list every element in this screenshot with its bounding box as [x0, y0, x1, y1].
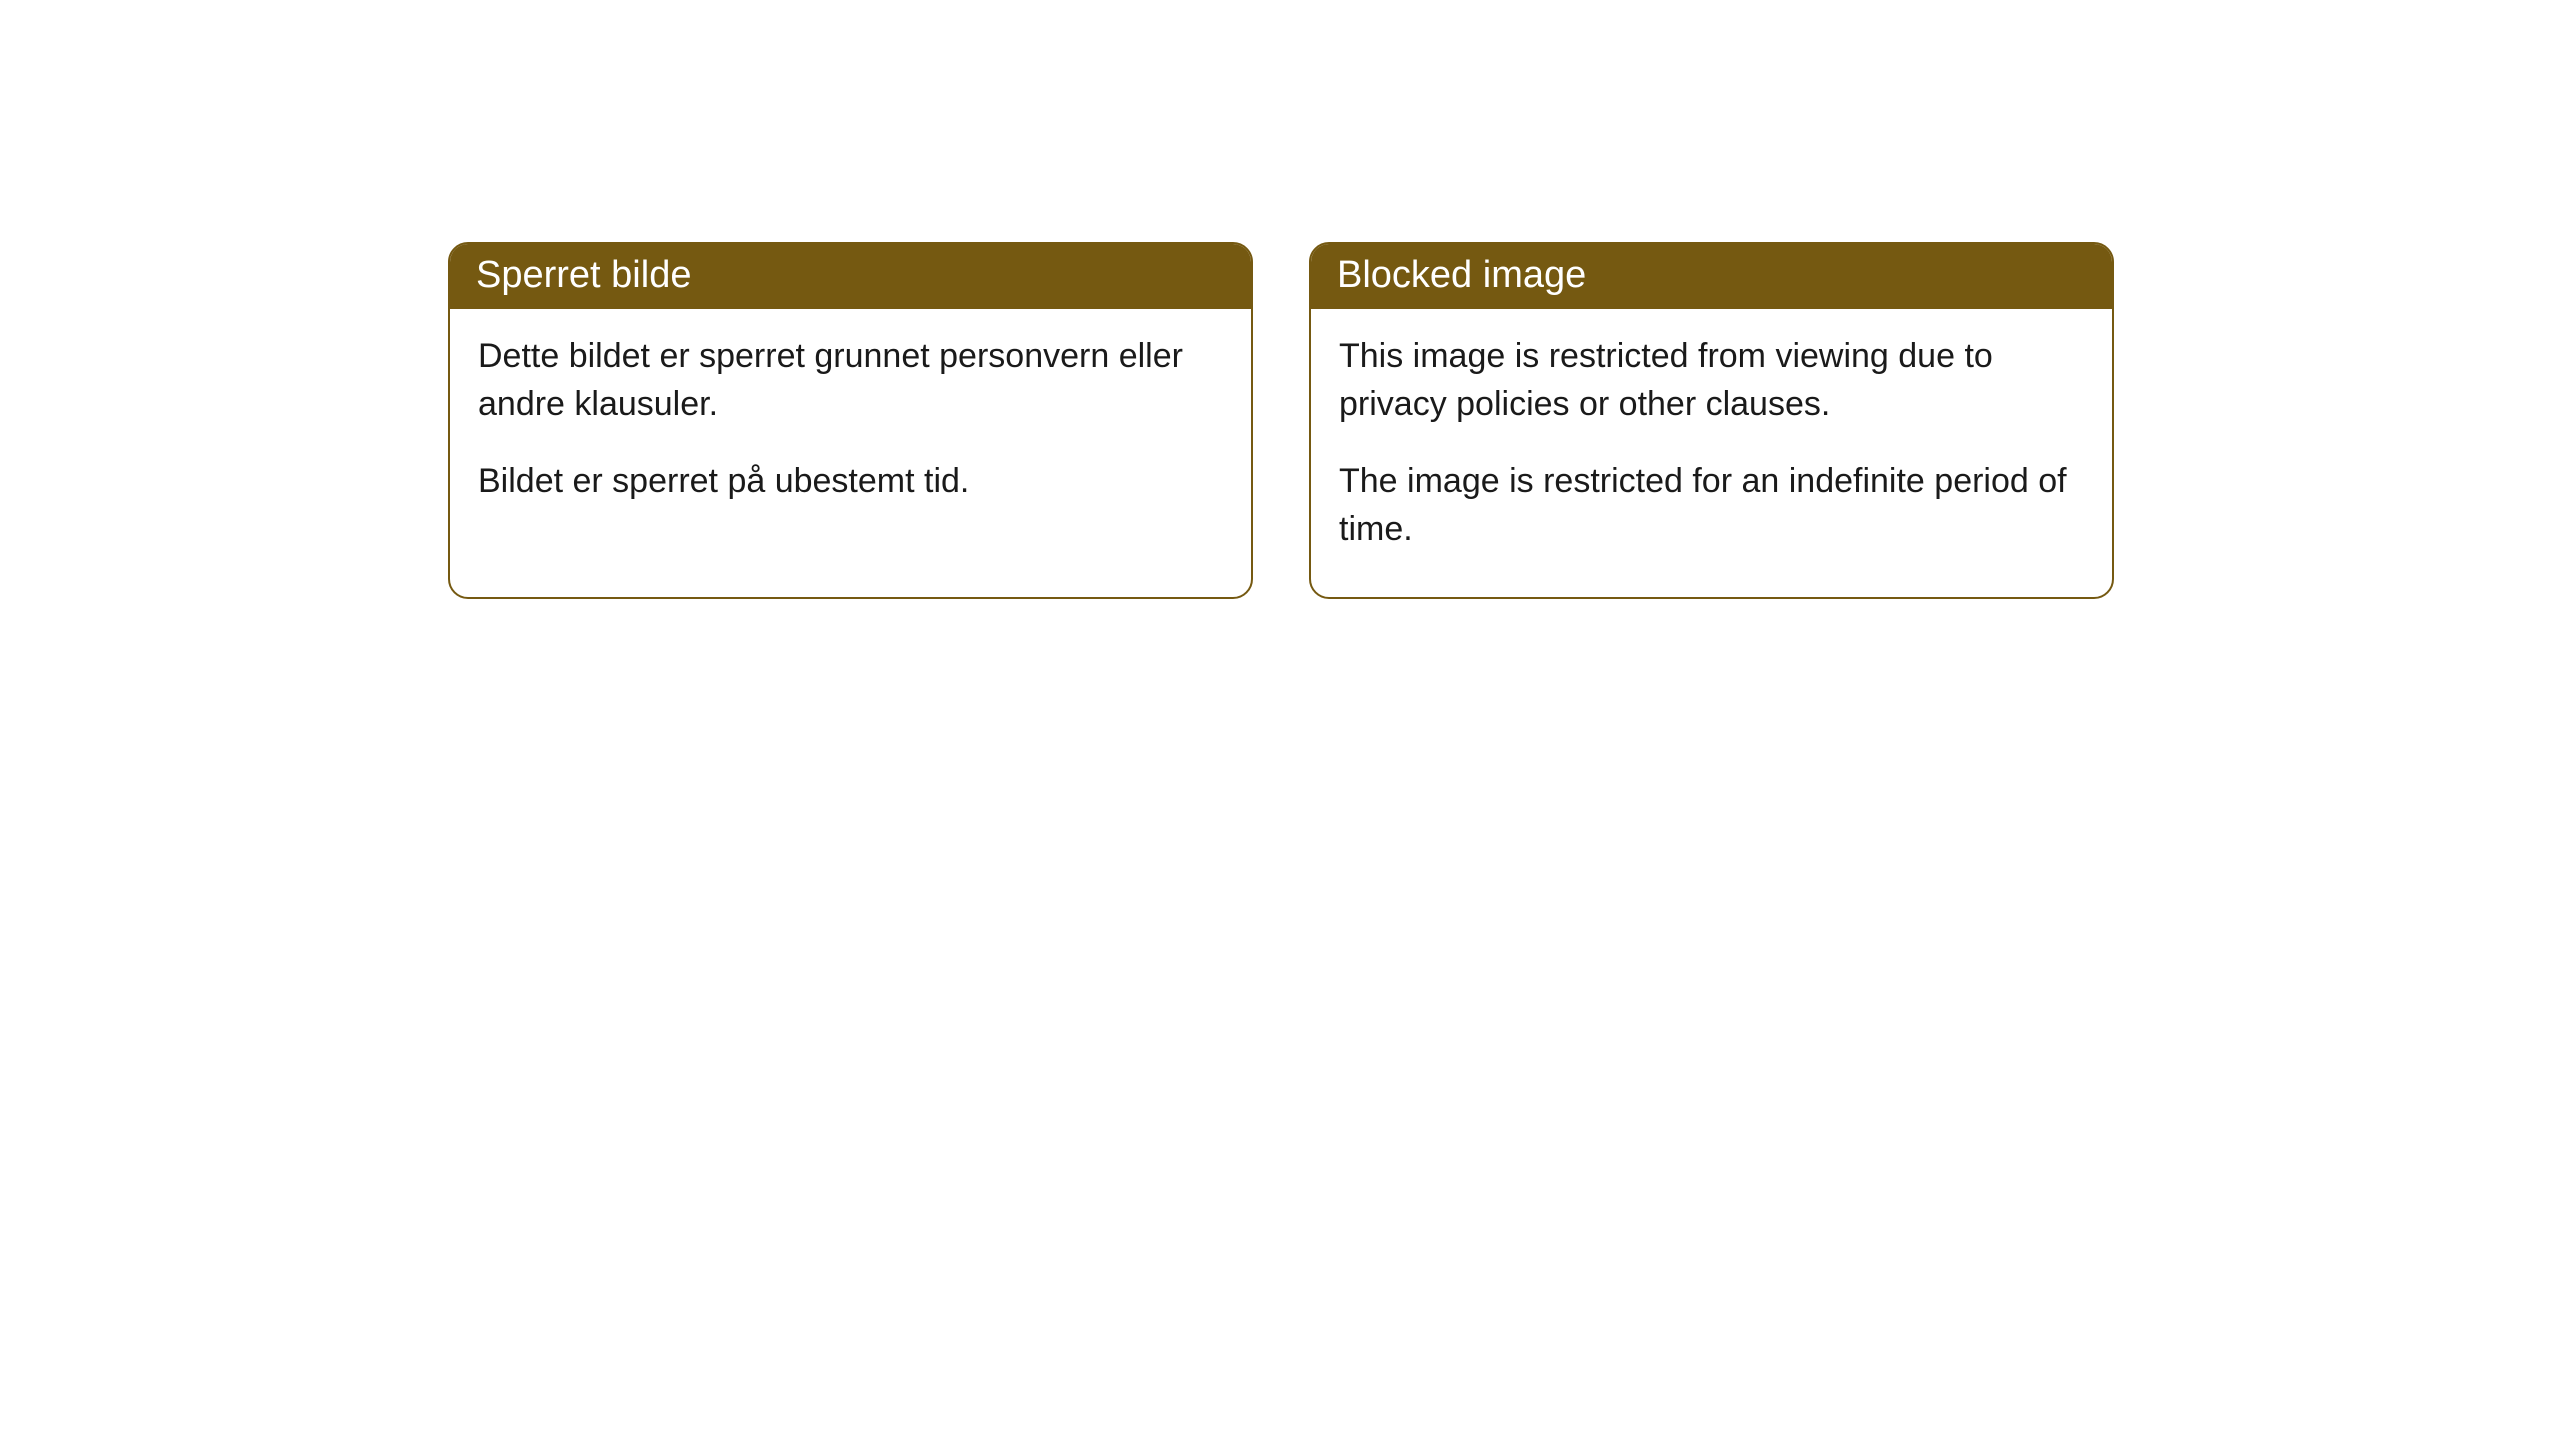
card-title: Sperret bilde: [476, 254, 691, 296]
card-header: Blocked image: [1311, 244, 2112, 309]
card-header: Sperret bilde: [450, 244, 1251, 309]
card-title: Blocked image: [1337, 254, 1586, 296]
blocked-image-card-norwegian: Sperret bilde Dette bildet er sperret gr…: [448, 242, 1253, 599]
cards-container: Sperret bilde Dette bildet er sperret gr…: [0, 0, 2560, 599]
card-body: This image is restricted from viewing du…: [1311, 309, 2112, 597]
blocked-image-card-english: Blocked image This image is restricted f…: [1309, 242, 2114, 599]
card-body: Dette bildet er sperret grunnet personve…: [450, 309, 1251, 550]
card-paragraph: This image is restricted from viewing du…: [1339, 333, 2084, 428]
card-paragraph: The image is restricted for an indefinit…: [1339, 458, 2084, 553]
card-paragraph: Dette bildet er sperret grunnet personve…: [478, 333, 1223, 428]
card-paragraph: Bildet er sperret på ubestemt tid.: [478, 458, 1223, 506]
